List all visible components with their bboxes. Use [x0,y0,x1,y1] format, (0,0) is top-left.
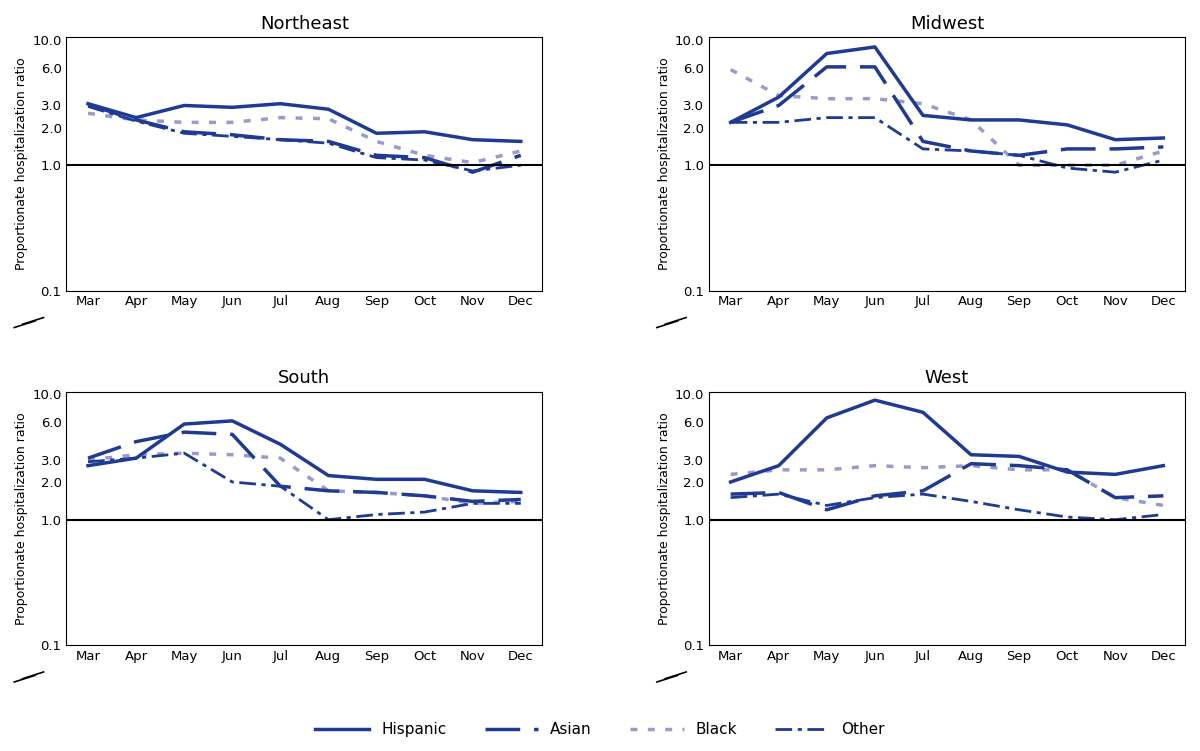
Title: South: South [278,369,330,388]
Y-axis label: Proportionate hospitalization ratio: Proportionate hospitalization ratio [16,58,28,270]
Y-axis label: Proportionate hospitalization ratio: Proportionate hospitalization ratio [16,412,28,625]
Y-axis label: Proportionate hospitalization ratio: Proportionate hospitalization ratio [658,412,671,625]
Title: Midwest: Midwest [910,15,984,33]
Legend: Hispanic, Asian, Black, Other: Hispanic, Asian, Black, Other [310,716,890,743]
Y-axis label: Proportionate hospitalization ratio: Proportionate hospitalization ratio [658,58,671,270]
Title: West: West [925,369,970,388]
Title: Northeast: Northeast [260,15,349,33]
